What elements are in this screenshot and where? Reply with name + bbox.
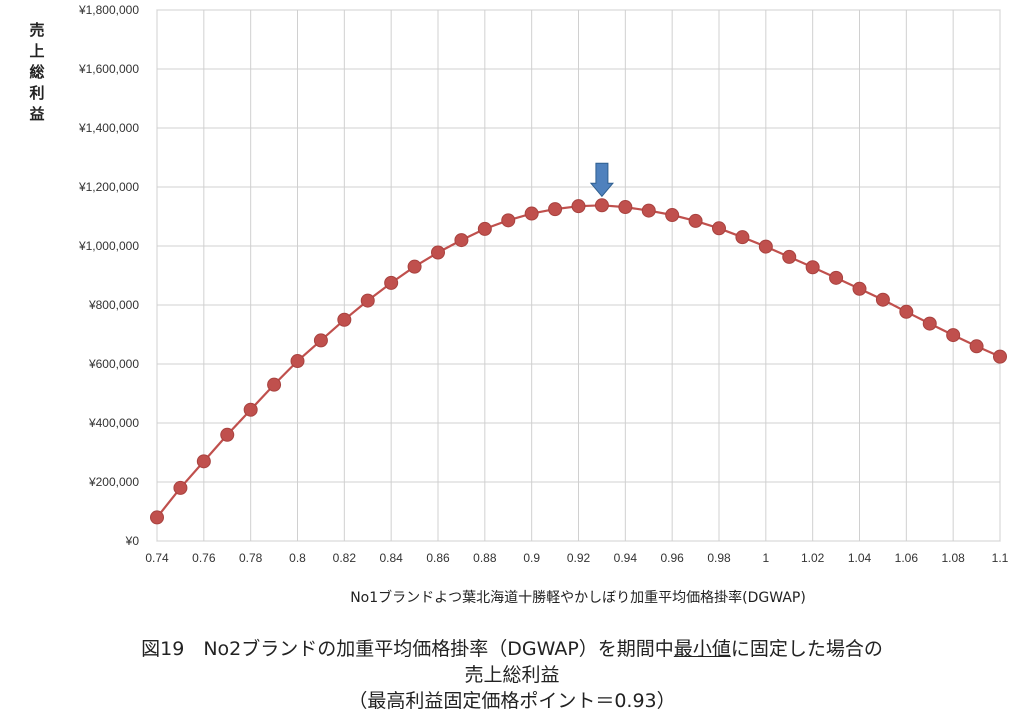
y-tick-label: ¥1,800,000 — [78, 3, 139, 17]
x-tick-label: 0.96 — [660, 551, 684, 565]
y-tick-label: ¥800,000 — [88, 298, 139, 312]
data-point — [524, 206, 539, 221]
caption-line-1-suffix: に固定した場合の — [730, 638, 883, 660]
y-axis-label-char: 上 — [29, 42, 44, 60]
x-tick-label: 0.94 — [614, 551, 638, 565]
data-point — [899, 304, 914, 319]
data-point — [969, 339, 984, 354]
x-tick-label: 1 — [762, 551, 769, 565]
data-point — [243, 402, 258, 417]
y-tick-label: ¥1,400,000 — [78, 121, 139, 135]
y-axis-label: 売上総利益 — [29, 21, 44, 123]
data-point — [501, 213, 516, 228]
y-tick-label: ¥1,000,000 — [78, 239, 139, 253]
caption-line-1: 図19 No2ブランドの加重平均価格掛率（DGWAP）を期間中最小値に固定した場… — [0, 636, 1024, 662]
caption-line-1-prefix: 図19 No2ブランドの加重平均価格掛率（DGWAP）を期間中 — [141, 638, 674, 660]
max-point-arrow-icon — [589, 162, 614, 198]
y-tick-label: ¥0 — [125, 534, 140, 548]
data-point — [407, 259, 422, 274]
data-point — [594, 198, 609, 213]
data-point — [384, 275, 399, 290]
x-tick-label: 0.8 — [289, 551, 306, 565]
y-tick-label: ¥1,200,000 — [78, 180, 139, 194]
y-tick-label: ¥1,600,000 — [78, 62, 139, 76]
y-tick-label: ¥600,000 — [88, 357, 139, 371]
data-point — [290, 354, 305, 369]
data-point — [852, 281, 867, 296]
data-point — [477, 221, 492, 236]
x-tick-label: 0.78 — [239, 551, 263, 565]
data-point — [688, 213, 703, 228]
x-tick-label: 1.08 — [941, 551, 965, 565]
data-point — [618, 200, 633, 215]
caption-line-1-underlined: 最小値 — [673, 638, 731, 660]
x-tick-label: 0.86 — [426, 551, 450, 565]
x-axis-label: No1ブランドよつ葉北海道十勝軽やかしぼり加重平均価格掛率(DGWAP) — [350, 589, 806, 606]
x-tick-label: 0.92 — [567, 551, 591, 565]
profit-chart: ¥0 ¥200,000 ¥400,000 ¥600,000 ¥800,000 ¥1,000… — [29, 3, 1008, 606]
data-point — [313, 333, 328, 348]
x-tick-label: 0.76 — [192, 551, 216, 565]
y-axis-label-char: 利 — [29, 84, 44, 102]
data-point — [337, 312, 352, 327]
x-tick-label: 0.74 — [145, 551, 169, 565]
data-point — [360, 293, 375, 308]
x-tick-label: 1.1 — [992, 551, 1009, 565]
figure-caption: 図19 No2ブランドの加重平均価格掛率（DGWAP）を期間中最小値に固定した場… — [0, 636, 1024, 714]
y-axis-label-char: 総 — [29, 63, 44, 81]
x-tick-label: 1.04 — [848, 551, 872, 565]
data-point — [220, 427, 235, 442]
x-tick-label: 0.82 — [333, 551, 357, 565]
data-point — [782, 249, 797, 264]
y-tick-label: ¥200,000 — [88, 475, 139, 489]
data-point — [150, 510, 164, 525]
y-axis-label-char: 売 — [29, 21, 44, 39]
y-axis-ticks: ¥0 ¥200,000 ¥400,000 ¥600,000 ¥800,000 ¥1,000… — [78, 3, 139, 548]
x-tick-label: 1.02 — [801, 551, 825, 565]
data-point — [196, 454, 211, 469]
data-point — [267, 377, 282, 392]
data-point — [431, 245, 445, 260]
caption-line-2: 売上総利益 — [464, 664, 560, 686]
data-point — [805, 260, 820, 275]
data-point — [173, 480, 188, 495]
data-point — [922, 316, 937, 331]
x-tick-label: 1.06 — [895, 551, 919, 565]
y-tick-label: ¥400,000 — [88, 416, 139, 430]
data-point — [875, 292, 890, 307]
x-tick-label: 0.88 — [473, 551, 497, 565]
x-tick-label: 0.9 — [523, 551, 540, 565]
data-point — [641, 203, 656, 218]
x-tick-label: 0.84 — [379, 551, 403, 565]
data-point — [548, 202, 563, 217]
y-axis-label-char: 益 — [29, 105, 44, 123]
profit-series — [150, 198, 1007, 525]
caption-line-3: （最高利益固定価格ポイント＝0.93） — [348, 690, 676, 712]
down-arrow-icon — [589, 162, 614, 198]
data-point — [993, 349, 1007, 364]
data-point — [758, 239, 773, 254]
data-point — [454, 233, 469, 248]
grid-lines — [156, 9, 1001, 542]
data-point — [735, 230, 750, 245]
x-tick-label: 0.98 — [707, 551, 731, 565]
data-point — [665, 208, 680, 223]
x-axis-ticks: 0.74 0.76 0.78 0.8 0.82 0.84 0.86 0.88 0.9 0.92 0.… — [145, 551, 1008, 565]
data-point — [829, 270, 844, 285]
data-point — [712, 221, 726, 236]
data-point — [946, 328, 961, 343]
data-point — [571, 199, 586, 214]
